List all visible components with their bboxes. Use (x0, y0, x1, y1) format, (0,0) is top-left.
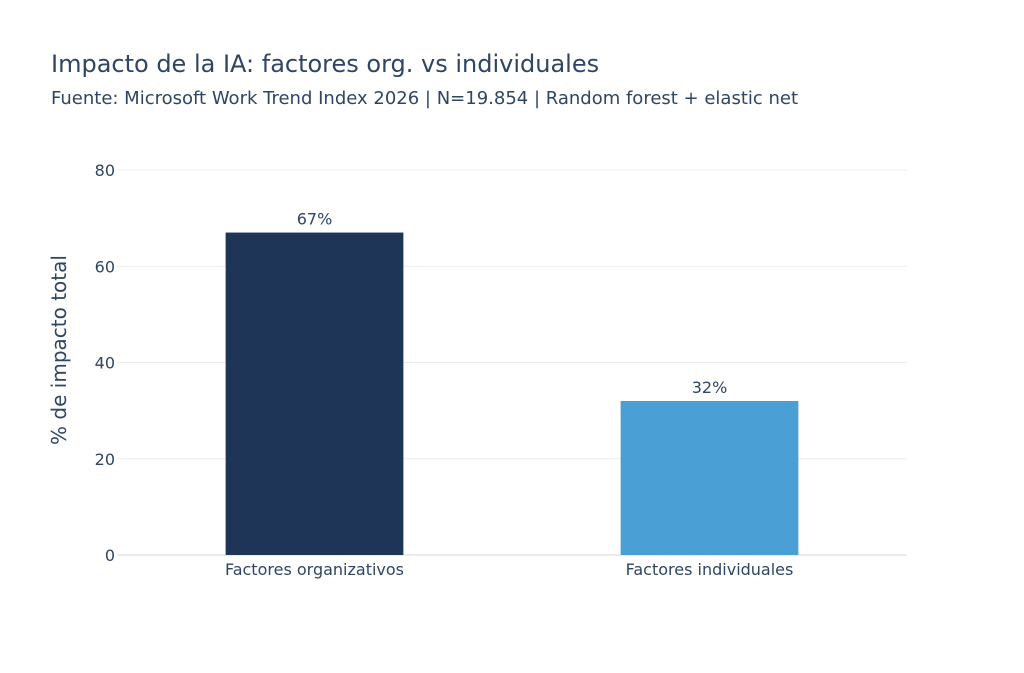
y-tick-label: 60 (95, 257, 115, 276)
bar (620, 401, 799, 555)
bar-value-label: 67% (297, 210, 333, 229)
y-tick-label: 0 (105, 546, 115, 565)
y-axis-label: % de impacto total (47, 255, 71, 445)
data-labels: 67% 32% (297, 210, 728, 397)
chart-title: Impacto de la IA: factores org. vs indiv… (51, 50, 600, 78)
bar (225, 232, 404, 555)
chart-subtitle: Fuente: Microsoft Work Trend Index 2026 … (51, 88, 799, 109)
y-tick-label: 40 (95, 354, 115, 373)
y-tick-label: 80 (95, 161, 115, 180)
y-tick-label: 20 (95, 450, 115, 469)
x-category-label: Factores individuales (626, 560, 794, 579)
x-axis-categories: Factores organizativos Factores individua… (225, 560, 793, 579)
y-axis-ticks: 0 20 40 60 80 (95, 161, 115, 565)
x-category-label: Factores organizativos (225, 560, 404, 579)
bars (225, 232, 799, 555)
bar-value-label: 32% (692, 378, 728, 397)
